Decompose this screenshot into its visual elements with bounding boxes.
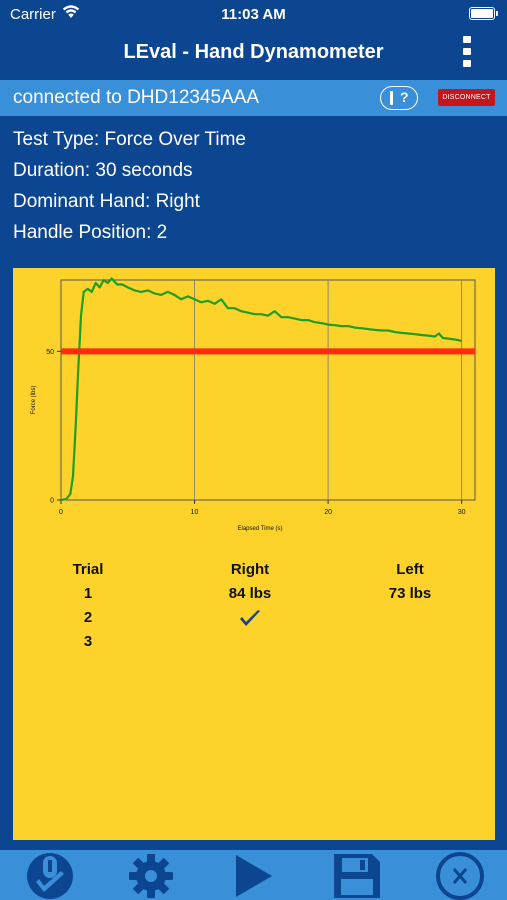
right-value: 84 lbs (228, 585, 272, 602)
y-axis-label: Force (lbs) (31, 386, 37, 415)
results-panel: 0 10 20 30 0 50 Elapsed Time (s) Force (lbs) Tr… (13, 268, 495, 840)
battery-icon (469, 7, 498, 20)
y-tick-label: 50 (46, 349, 54, 356)
dominant-hand: Dominant Hand: Right (13, 191, 200, 212)
close-circle-icon[interactable] (432, 852, 488, 900)
right-column: Right 84 lbs (210, 558, 290, 654)
carrier-label: Carrier (10, 6, 56, 23)
y-tick-label: 0 (50, 498, 54, 505)
help-button[interactable]: ? (380, 86, 418, 110)
force-series-line (60, 277, 462, 502)
nav-bar: LEval - Hand Dynamometer (0, 28, 507, 80)
tab-bar (0, 850, 507, 900)
connection-status: connected to DHD12345AAA (13, 87, 260, 108)
left-value: 73 lbs (388, 585, 432, 602)
left-header: Left (396, 561, 424, 578)
play-icon[interactable] (226, 852, 282, 900)
trial-number: 3 (83, 633, 93, 650)
right-header: Right (230, 561, 270, 578)
x-tick-label: 0 (59, 509, 63, 516)
left-column: Left 73 lbs (370, 558, 450, 606)
x-tick-label: 20 (324, 509, 332, 516)
battery-level-icon (390, 91, 393, 105)
page-title: LEval - Hand Dynamometer (123, 41, 384, 63)
trial-header: Trial (72, 561, 104, 578)
save-icon[interactable] (328, 852, 384, 900)
more-menu-icon[interactable] (463, 36, 471, 68)
dynamometer-check-icon[interactable] (22, 852, 78, 900)
clock: 11:03 AM (221, 6, 286, 23)
trial-number: 2 (83, 609, 93, 626)
plot-frame (60, 279, 476, 501)
gear-icon[interactable] (123, 852, 179, 900)
help-label: ? (400, 89, 409, 105)
disconnect-button[interactable]: DISCONNECT (438, 89, 495, 106)
x-tick-label: 10 (191, 509, 199, 516)
force-chart: 0 10 20 30 0 50 Elapsed Time (s) Force (lbs) (31, 277, 476, 532)
wifi-icon (62, 5, 80, 18)
test-type: Test Type: Force Over Time (13, 129, 247, 150)
x-tick-label: 30 (458, 509, 466, 516)
handle-position: Handle Position: 2 (13, 222, 168, 243)
checkmark-icon (210, 606, 290, 630)
x-axis-label: Elapsed Time (s) (237, 526, 282, 532)
trial-column: Trial 1 2 3 (58, 558, 118, 654)
trial-number: 1 (83, 585, 93, 602)
status-bar: Carrier 11:03 AM (0, 0, 507, 28)
connection-bar: connected to DHD12345AAA ? (0, 80, 507, 116)
duration: Duration: 30 seconds (13, 160, 193, 181)
